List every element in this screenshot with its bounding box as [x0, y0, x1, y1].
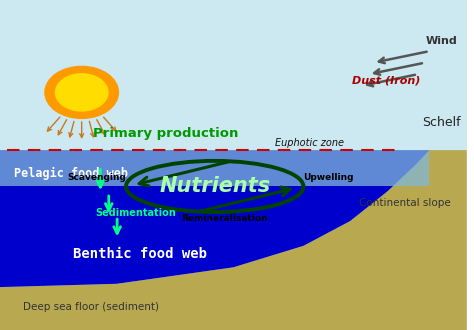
- Circle shape: [55, 74, 108, 111]
- Circle shape: [45, 66, 118, 118]
- Text: Nutrients: Nutrients: [159, 177, 270, 196]
- Text: Dust (Iron): Dust (Iron): [352, 76, 421, 86]
- Text: Pelagic food web: Pelagic food web: [14, 167, 128, 180]
- Text: Wind: Wind: [425, 36, 457, 46]
- Polygon shape: [0, 150, 467, 330]
- Text: Deep sea floor (sediment): Deep sea floor (sediment): [23, 302, 159, 312]
- Text: Benthic food web: Benthic food web: [73, 247, 207, 261]
- Text: Sedimentation: Sedimentation: [96, 208, 176, 218]
- Text: Remineralisation: Remineralisation: [181, 214, 267, 222]
- Text: Upwelling: Upwelling: [303, 173, 354, 182]
- Polygon shape: [0, 150, 429, 186]
- Text: Primary production: Primary production: [93, 127, 239, 140]
- Text: Schelf: Schelf: [422, 115, 460, 129]
- Text: Scavenging: Scavenging: [67, 173, 126, 182]
- Text: Continental slope: Continental slope: [359, 198, 451, 208]
- Polygon shape: [0, 150, 429, 287]
- Text: Euphotic zone: Euphotic zone: [275, 138, 345, 148]
